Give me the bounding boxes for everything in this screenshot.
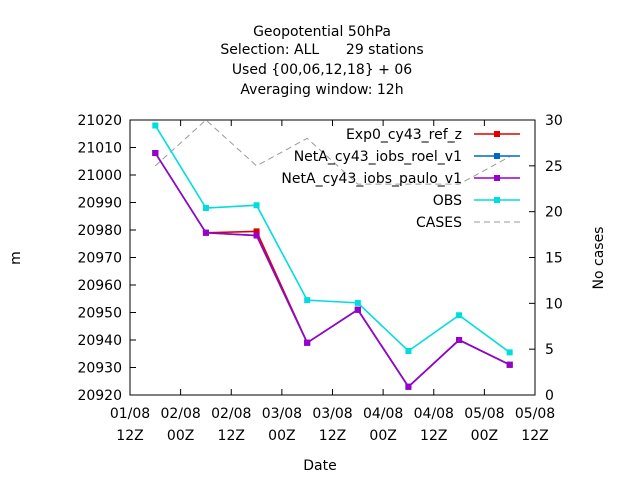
data-point (456, 312, 463, 319)
x-tick-label-time: 00Z (167, 428, 194, 444)
y-axis-label: m (8, 251, 24, 265)
title-line-3: Used {00,06,12,18} + 06 (232, 62, 412, 78)
legend-marker (494, 175, 500, 181)
y-tick-label: 20970 (77, 251, 122, 267)
data-point (253, 228, 260, 235)
data-point (152, 150, 159, 156)
data-point (354, 299, 361, 306)
y-tick-label: 20960 (77, 278, 122, 294)
data-point (152, 122, 159, 129)
y2-tick-label: 25 (545, 159, 563, 175)
y-tick-label: 20980 (77, 223, 122, 239)
y-tick-label: 21020 (77, 113, 122, 129)
legend-label: CASES (416, 215, 462, 231)
legend-label: Exp0_cy43_ref_z (346, 127, 462, 143)
x-tick-label: 04/08 (414, 406, 454, 422)
title-line-4: Averaging window: 12h (240, 82, 403, 98)
series-layer (152, 119, 513, 390)
y2-axis: 0 5 10 15 20 25 30 (529, 113, 563, 404)
x-tick-label: 03/08 (312, 406, 352, 422)
x-tick-label: 05/08 (515, 406, 555, 422)
y-tick-label: 20940 (77, 333, 122, 349)
legend-marker (494, 153, 500, 159)
data-point (304, 339, 311, 346)
x-tick-label-time: 00Z (471, 428, 498, 444)
series-line-neta-cy43-iobs-paulo-v1 (154, 152, 511, 388)
x-tick-label-time: 12Z (218, 428, 245, 444)
x-tick-label: 02/08 (211, 406, 251, 422)
data-point (405, 348, 412, 354)
x-tick-label: 01/08 (110, 406, 150, 422)
data-point (506, 361, 513, 368)
x-tick-label-time: 12Z (521, 428, 548, 444)
data-point (405, 383, 412, 390)
data-point (354, 306, 361, 313)
x-tick-label-time: 12Z (116, 428, 143, 444)
data-point (202, 205, 209, 211)
y2-tick-label: 0 (545, 388, 554, 404)
title-line-2: Selection: ALL 29 stations (220, 42, 423, 58)
legend-label: NetA_cy43_iobs_roel_v1 (294, 149, 462, 165)
y2-tick-label: 10 (545, 296, 563, 312)
x-tick-label-time: 12Z (420, 428, 447, 444)
y2-tick-label: 30 (545, 113, 563, 129)
y-tick-label: 20930 (77, 361, 122, 377)
series-line-exp0-cy43-ref-z (154, 152, 511, 388)
x-axis: 01/08 12Z 02/08 00Z 02/08 12Z 03/08 00Z 03/08 12Z… (110, 120, 555, 444)
x-tick-label: 05/08 (464, 406, 504, 422)
series-line-neta-cy43-iobs-roel-v1 (154, 152, 511, 388)
y-axis: 20920 20930 20940 20950 20960 20970 20980 20990… (77, 113, 136, 404)
y-tick-label: 20950 (77, 306, 122, 322)
series-line-cases (154, 119, 510, 185)
y-tick-label: 20990 (77, 196, 122, 212)
x-tick-label-time: 00Z (369, 428, 396, 444)
data-point (253, 232, 260, 239)
title-line-1: Geopotential 50hPa (253, 24, 391, 40)
chart-title: Geopotential 50hPa Selection: ALL 29 sta… (220, 24, 423, 98)
legend-marker (494, 131, 500, 137)
data-point (506, 349, 513, 356)
data-point (253, 202, 260, 209)
legend: Exp0_cy43_ref_z NetA_cy43_iobs_roel_v1 Net… (281, 127, 520, 231)
y2-tick-label: 5 (545, 342, 554, 358)
y-tick-label: 20920 (77, 388, 122, 404)
x-axis-label: Date (303, 458, 336, 474)
y2-tick-label: 15 (545, 251, 563, 267)
x-tick-label: 02/08 (160, 406, 200, 422)
x-tick-label-time: 12Z (319, 428, 346, 444)
legend-label: OBS (433, 193, 462, 209)
y-tick-label: 21010 (77, 141, 122, 157)
x-tick-label: 04/08 (363, 406, 403, 422)
series-line-obs (154, 125, 511, 354)
data-point (456, 337, 463, 343)
x-tick-label-time: 00Z (268, 428, 295, 444)
data-point (202, 229, 209, 236)
y2-tick-label: 20 (545, 205, 563, 221)
y-tick-label: 21000 (77, 168, 122, 184)
legend-marker (494, 197, 500, 203)
y2-axis-label: No cases (591, 227, 607, 290)
data-point (304, 297, 311, 304)
legend-label: NetA_cy43_iobs_paulo_v1 (281, 171, 462, 187)
x-tick-label: 03/08 (262, 406, 302, 422)
